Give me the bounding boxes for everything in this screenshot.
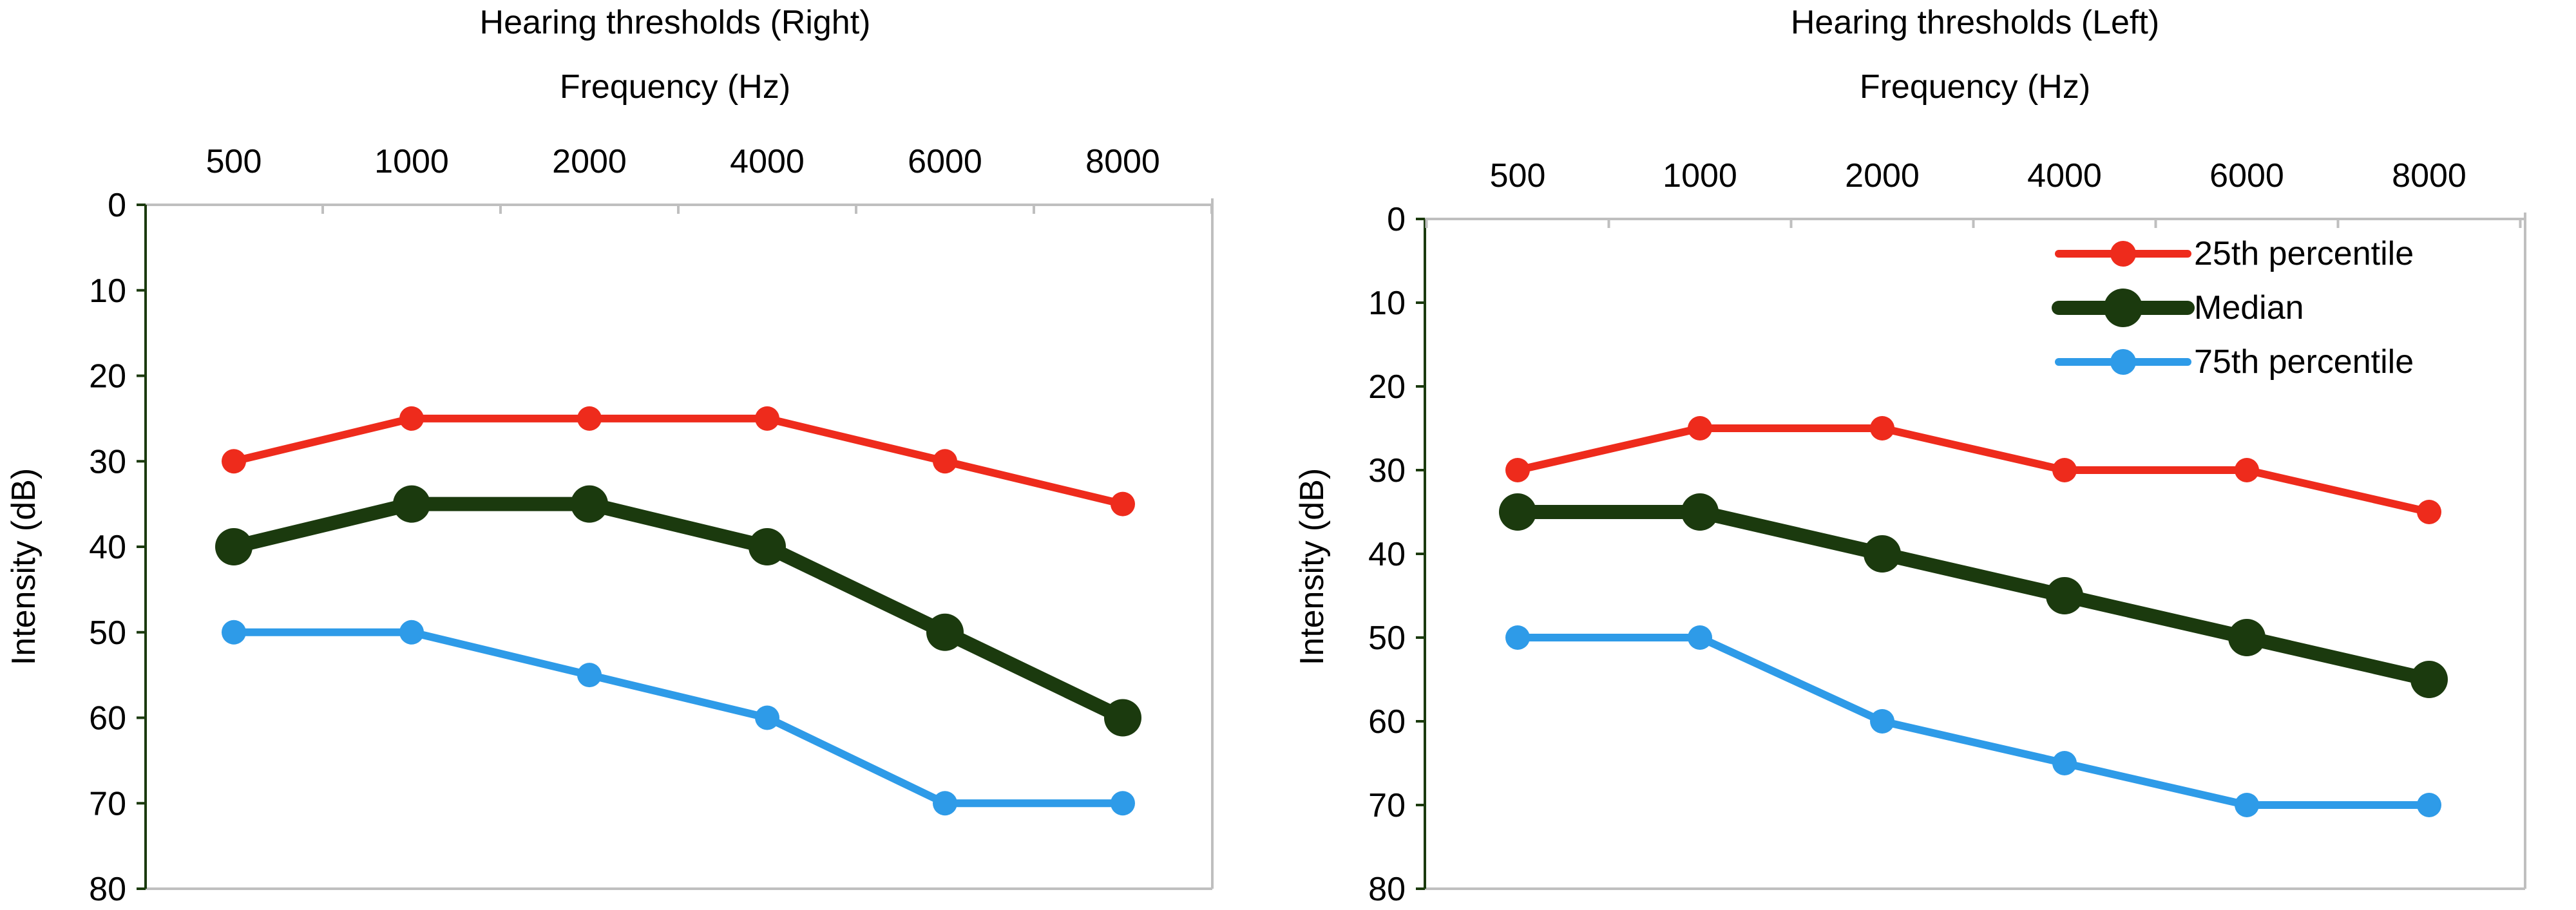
chart-left-y-tick-label: 80 bbox=[1368, 871, 1406, 907]
chart-left-series-median-point bbox=[2046, 577, 2083, 614]
chart-left-x-tick-label: 500 bbox=[1490, 157, 1546, 194]
chart-left-series-p25-point bbox=[2417, 500, 2441, 524]
chart-left-y-tick-label: 20 bbox=[1368, 368, 1406, 406]
chart-right-y-tick-label: 40 bbox=[89, 529, 126, 566]
chart-right-x-tick-label: 8000 bbox=[1085, 143, 1160, 180]
chart-left-series-p75-line bbox=[1514, 634, 2433, 809]
chart-left-series-median-line bbox=[1511, 505, 2436, 687]
chart-left-y-tick-label: 60 bbox=[1368, 703, 1406, 741]
chart-right-series-p75-point bbox=[933, 791, 957, 816]
legend-marker-median bbox=[2104, 289, 2142, 327]
chart-right-x-tick-label: 1000 bbox=[374, 143, 449, 180]
chart-left-series-p75-point bbox=[1505, 625, 1530, 650]
chart-left-x-tick-label: 4000 bbox=[2027, 157, 2102, 194]
chart-left-title: Hearing thresholds (Left) bbox=[1791, 4, 2159, 41]
legend-item-p75: 75th percentile bbox=[2055, 343, 2414, 381]
chart-left-plot: 500 1000 2000 4000 6000 8000 0 10 20 30 40 50 60 70 80 bbox=[1368, 157, 2526, 908]
chart-right-series-median-point bbox=[926, 613, 964, 651]
chart-right-series-median-line bbox=[227, 497, 1130, 725]
chart-left-series-median-point bbox=[1864, 535, 1901, 573]
legend-label-p25: 25th percentile bbox=[2194, 235, 2414, 272]
chart-left: Hearing thresholds (Left) Frequency (Hz)… bbox=[1293, 4, 2526, 908]
chart-right-y-tick-label: 0 bbox=[108, 187, 126, 224]
chart-left-series-p25-point bbox=[1505, 458, 1530, 482]
chart-right-series-p75-line bbox=[230, 628, 1127, 808]
chart-left-series-median-point bbox=[2228, 619, 2266, 656]
chart-right-series-p25-point bbox=[399, 406, 424, 431]
legend-label-median: Median bbox=[2194, 289, 2304, 327]
chart-right-series-median-point bbox=[393, 485, 430, 523]
chart-right-series-p75-point bbox=[399, 620, 424, 645]
legend-item-p25: 25th percentile bbox=[2055, 235, 2414, 272]
chart-right-series-p25-point bbox=[755, 406, 779, 431]
chart-right-x-tick-label: 6000 bbox=[908, 143, 982, 180]
chart-left-y-tick-label: 30 bbox=[1368, 452, 1406, 489]
legend-item-median: Median bbox=[2052, 289, 2304, 327]
chart-right-series-median-point bbox=[215, 528, 253, 565]
chart-right-title: Hearing thresholds (Right) bbox=[480, 4, 871, 41]
chart-right-series-median-point bbox=[1104, 699, 1141, 737]
chart-right-xlabel: Frequency (Hz) bbox=[560, 68, 790, 106]
chart-left-x-tick-label: 6000 bbox=[2209, 157, 2284, 194]
chart-left-x-tick-label: 2000 bbox=[1845, 157, 1920, 194]
chart-right-ylabel: Intensity (dB) bbox=[5, 468, 43, 665]
chart-left-y-tick-label: 10 bbox=[1368, 285, 1406, 322]
chart-left-series-median-point bbox=[1499, 493, 1536, 531]
chart-left-series-p25-point bbox=[2052, 458, 2077, 482]
chart-left-x-tick-label: 1000 bbox=[1663, 157, 1737, 194]
chart-left-series-median-point bbox=[2410, 661, 2448, 698]
chart-left-xlabel: Frequency (Hz) bbox=[1860, 68, 2090, 106]
chart-left-series-p75-point bbox=[1688, 625, 1712, 650]
chart-right: Hearing thresholds (Right) Frequency (Hz… bbox=[5, 4, 1214, 908]
chart-right-x-tick-label: 2000 bbox=[552, 143, 627, 180]
chart-left-series-p25-point bbox=[1870, 416, 1894, 441]
chart-right-series-median-point bbox=[571, 485, 608, 523]
chart-left-series-p75-point bbox=[2235, 793, 2259, 817]
chart-right-y-tick-label: 80 bbox=[89, 871, 126, 907]
chart-right-series-p25-point bbox=[222, 449, 246, 474]
legend: 25th percentile Median 75th percentile bbox=[2052, 235, 2414, 381]
chart-left-y-tick-label: 50 bbox=[1368, 620, 1406, 657]
chart-left-y-tick-label: 70 bbox=[1368, 787, 1406, 824]
chart-right-y-tick-label: 20 bbox=[89, 358, 126, 395]
chart-left-series-median-point bbox=[1681, 493, 1719, 531]
chart-left-series-p75-point bbox=[2417, 793, 2441, 817]
legend-label-p75: 75th percentile bbox=[2194, 343, 2414, 381]
chart-right-x-tick-label: 4000 bbox=[730, 143, 805, 180]
chart-right-series-p25-point bbox=[1111, 491, 1135, 517]
chart-right-series-p25-point bbox=[577, 406, 602, 431]
chart-left-y-tick-label: 0 bbox=[1387, 201, 1406, 238]
chart-left-series-p25-point bbox=[1688, 416, 1712, 441]
chart-left-x-tick-label: 8000 bbox=[2392, 157, 2466, 194]
chart-right-y-tick-label: 50 bbox=[89, 614, 126, 652]
chart-right-series-p75-point bbox=[577, 663, 602, 688]
chart-right-series-p75-point bbox=[1111, 791, 1135, 816]
chart-left-ylabel: Intensity (dB) bbox=[1293, 468, 1331, 665]
chart-left-series-p75-point bbox=[1870, 709, 1894, 734]
chart-right-y-tick-label: 30 bbox=[89, 443, 126, 480]
chart-right-series-p75-point bbox=[222, 620, 246, 645]
legend-marker-p25 bbox=[2110, 241, 2136, 267]
chart-right-plot: 500 1000 2000 4000 6000 8000 0 10 20 30 40 50 60 70 80 bbox=[89, 143, 1214, 908]
chart-right-y-tick-label: 10 bbox=[89, 272, 126, 310]
chart-left-series-p25-line bbox=[1514, 424, 2433, 516]
chart-left-series-p25-point bbox=[2235, 458, 2259, 482]
chart-left-series-p75-point bbox=[2052, 751, 2077, 775]
chart-right-y-tick-label: 60 bbox=[89, 700, 126, 737]
chart-right-series-p75-point bbox=[755, 705, 779, 730]
legend-marker-p75 bbox=[2110, 349, 2136, 375]
chart-right-y-tick-label: 70 bbox=[89, 785, 126, 822]
chart-left-y-tick-label: 40 bbox=[1368, 536, 1406, 573]
chart-right-series-median-point bbox=[749, 528, 786, 565]
chart-right-x-tick-label: 500 bbox=[206, 143, 262, 180]
chart-right-series-p25-line bbox=[230, 414, 1127, 508]
chart-right-series-p25-point bbox=[933, 449, 957, 474]
